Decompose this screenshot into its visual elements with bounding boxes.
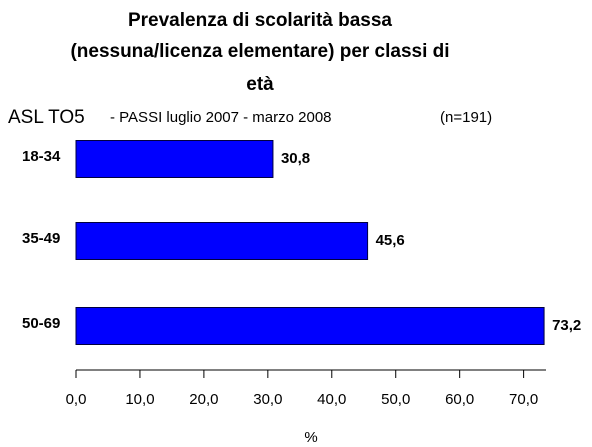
subtitle: - PASSI luglio 2007 - marzo 2008	[110, 109, 332, 126]
x-tick-label: 20,0	[189, 391, 218, 408]
data-label: 45,6	[376, 232, 405, 249]
category-label: 50-69	[22, 315, 60, 332]
x-tick-label: 30,0	[253, 391, 282, 408]
data-label: 73,2	[552, 317, 581, 334]
chart-title: Prevalenza di scolarità bassa	[128, 10, 392, 31]
x-tick-label: 10,0	[125, 391, 154, 408]
subtitle: ASL TO5	[8, 107, 85, 128]
x-tick-label: 0,0	[66, 391, 87, 408]
subtitle: (n=191)	[440, 109, 492, 126]
category-label: 18-34	[22, 148, 61, 165]
bar	[75, 222, 369, 260]
x-axis-label: %	[304, 429, 317, 446]
bar	[75, 307, 545, 345]
chart-title: (nessuna/licenza elementare) per classi …	[70, 41, 449, 62]
category-label: 35-49	[22, 230, 60, 247]
x-tick-label: 60,0	[445, 391, 474, 408]
data-label: 30,8	[281, 150, 310, 167]
x-tick-label: 70,0	[509, 391, 538, 408]
x-tick-label: 50,0	[381, 391, 410, 408]
chart-title: età	[246, 74, 274, 95]
x-tick-label: 40,0	[317, 391, 346, 408]
bar	[75, 140, 274, 178]
